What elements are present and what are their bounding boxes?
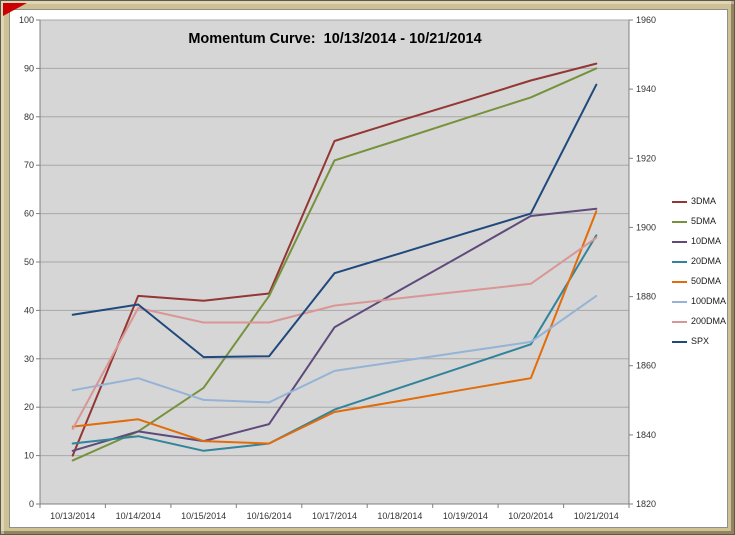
legend-label-3DMA: 3DMA	[690, 196, 716, 206]
chart-canvas: Momentum Curve: 10/13/2014 - 10/21/2014 …	[9, 9, 728, 528]
legend-item-5DMA: 5DMA	[671, 216, 726, 227]
legend-line-swatch-50DMA	[671, 280, 687, 283]
legend-label-20DMA: 20DMA	[690, 256, 721, 266]
right-axis-label: 1920	[636, 153, 656, 163]
x-axis-label: 10/20/2014	[508, 511, 553, 521]
series-line-5DMA	[71, 67, 598, 462]
x-axis-label: 10/15/2014	[181, 511, 226, 521]
series-line-200DMA	[71, 236, 598, 430]
legend-line-swatch-5DMA	[671, 220, 687, 223]
left-axis-label: 100	[19, 15, 34, 25]
series-line-10DMA	[71, 207, 598, 452]
legend-line-swatch-100DMA	[671, 300, 687, 303]
x-axis-label: 10/16/2014	[247, 511, 292, 521]
chart-title: Momentum Curve: 10/13/2014 - 10/21/2014	[188, 31, 482, 47]
legend-item-3DMA: 3DMA	[671, 196, 726, 207]
left-axis-label: 60	[24, 209, 34, 219]
left-axis-label: 10	[24, 451, 34, 461]
right-axis-label: 1900	[636, 222, 656, 232]
series-line-SPX	[71, 83, 598, 359]
momentum-chart-svg: 0 10 20 30 40 50 60 70 80 90 100 1820 1840 1860 1880 19…	[19, 15, 656, 521]
legend-item-200DMA: 200DMA	[671, 316, 726, 327]
legend-label-50DMA: 50DMA	[690, 276, 721, 286]
series-line-20DMA	[71, 234, 598, 452]
legend-label-200DMA: 200DMA	[690, 316, 726, 326]
x-axis-label: 10/18/2014	[377, 511, 422, 521]
x-axis-label: 10/13/2014	[50, 511, 95, 521]
legend-line-swatch-200DMA	[671, 320, 687, 323]
legend-label-SPX: SPX	[690, 336, 709, 346]
x-axis-label: 10/14/2014	[116, 511, 161, 521]
left-axis-label: 80	[24, 112, 34, 122]
legend-item-10DMA: 10DMA	[671, 236, 726, 247]
x-axis-label: 10/21/2014	[574, 511, 619, 521]
left-axis-label: 0	[29, 499, 34, 509]
left-axis-label: 90	[24, 63, 34, 73]
legend-item-20DMA: 20DMA	[671, 256, 726, 267]
red-corner-marker-icon	[3, 3, 27, 16]
chart-legend: 3DMA 5DMA 10DMA 20DMA 50DMA 100DMA 200DMA SPX	[671, 196, 726, 347]
right-axis-label: 1880	[636, 292, 656, 302]
left-axis-label: 40	[24, 305, 34, 315]
legend-item-50DMA: 50DMA	[671, 276, 726, 287]
left-axis-label: 50	[24, 257, 34, 267]
x-axis-label: 10/19/2014	[443, 511, 488, 521]
x-axis-label: 10/17/2014	[312, 511, 357, 521]
legend-label-10DMA: 10DMA	[690, 236, 721, 246]
series-line-50DMA	[71, 210, 598, 445]
right-axis-label: 1940	[636, 84, 656, 94]
series-line-3DMA	[71, 62, 598, 457]
legend-line-swatch-3DMA	[671, 200, 687, 203]
legend-line-swatch-SPX	[671, 340, 687, 343]
legend-item-SPX: SPX	[671, 336, 726, 347]
left-axis-label: 20	[24, 402, 34, 412]
right-axis-label: 1960	[636, 15, 656, 25]
legend-line-swatch-20DMA	[671, 260, 687, 263]
left-axis-label: 70	[24, 160, 34, 170]
right-axis-label: 1820	[636, 499, 656, 509]
legend-label-100DMA: 100DMA	[690, 296, 726, 306]
left-axis-label: 30	[24, 354, 34, 364]
legend-label-5DMA: 5DMA	[690, 216, 716, 226]
right-axis-label: 1860	[636, 361, 656, 371]
series-line-100DMA	[71, 294, 598, 404]
legend-item-100DMA: 100DMA	[671, 296, 726, 307]
legend-line-swatch-10DMA	[671, 240, 687, 243]
right-axis-label: 1840	[636, 430, 656, 440]
